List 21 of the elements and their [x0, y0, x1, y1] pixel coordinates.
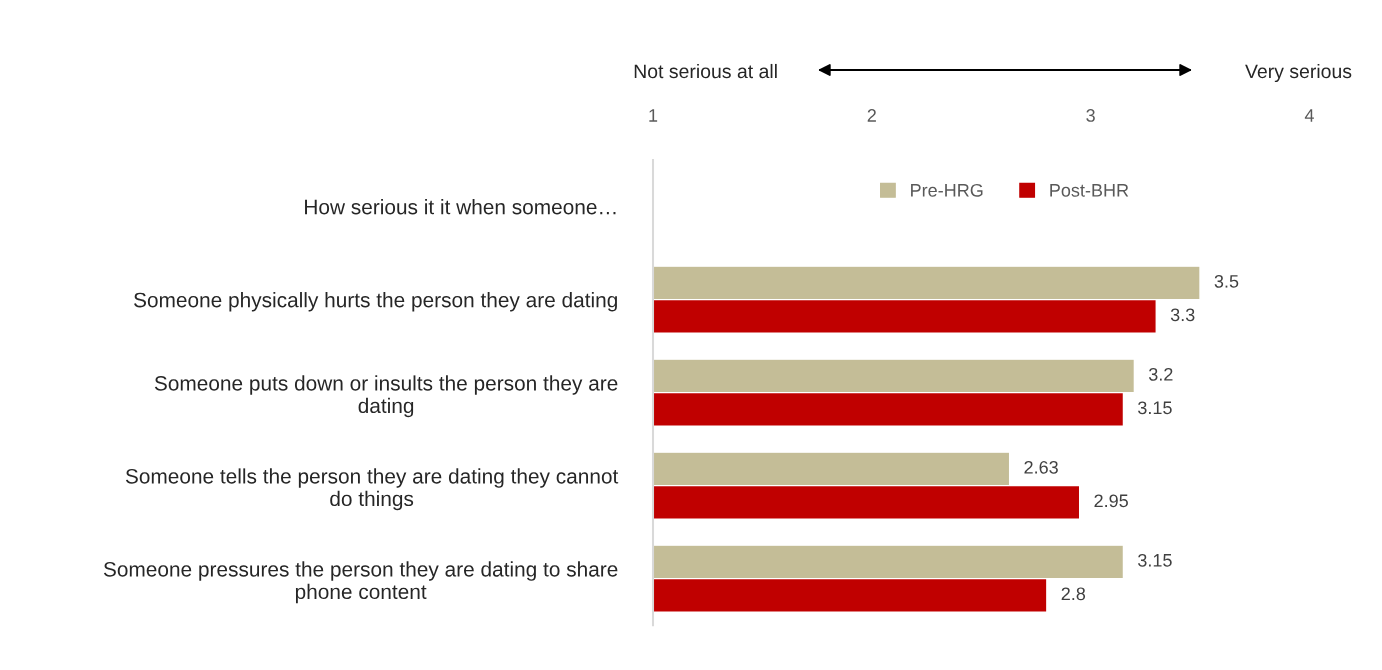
- text: Not serious at all: [634, 63, 777, 79]
- data-label: 2.63: [1024, 460, 1058, 474]
- legend-label: Pre-HRG: [911, 183, 983, 197]
- data-label: 3.3: [1170, 308, 1195, 322]
- x-tick-label: 3: [1086, 109, 1095, 122]
- y-tick-label: Someone tells the person they are dating they cannot do things: [125, 468, 619, 511]
- data-label: 3.15: [1138, 553, 1172, 567]
- data-label: 2.95: [1094, 494, 1128, 508]
- data-label: 3.15: [1138, 401, 1172, 415]
- y-tick-label: Someone physically hurts the person they are dating: [134, 292, 617, 312]
- y-tick-label: Someone puts down or insults the person they are dating: [154, 375, 618, 418]
- y-tick-label: How serious it it when someone…: [305, 199, 616, 215]
- data-label: 3.5: [1214, 274, 1239, 288]
- data-label: 2.8: [1061, 587, 1086, 601]
- x-tick-label: 4: [1304, 109, 1314, 122]
- x-tick-label: 1: [649, 109, 658, 122]
- legend-label: Post-BHR: [1050, 184, 1129, 197]
- y-tick-label: Someone pressures the person they are dating to share phone content: [103, 561, 618, 604]
- x-tick-label: 2: [867, 109, 876, 122]
- text: Very serious: [1245, 63, 1352, 83]
- data-label: 3.2: [1148, 367, 1173, 381]
